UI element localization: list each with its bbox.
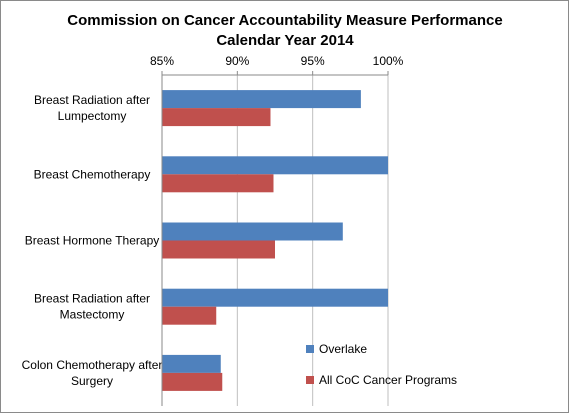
category-label: Breast Chemotherapy	[34, 167, 151, 181]
bar-all-coc-3	[162, 306, 217, 325]
tick-label: 100%	[373, 54, 404, 68]
tick-label: 85%	[150, 54, 174, 68]
bar-overlake-4	[162, 354, 221, 373]
category-label: Surgery	[71, 374, 113, 388]
bar-all-coc-0	[162, 108, 271, 127]
category-label: Mastectomy	[60, 308, 125, 322]
category-label: Lumpectomy	[58, 109, 127, 123]
category-label: Breast Radiation after	[34, 292, 150, 306]
category-label: Breast Radiation after	[34, 93, 150, 107]
category-label: Colon Chemotherapy after	[22, 358, 163, 372]
bar-all-coc-4	[162, 372, 223, 391]
bar-all-coc-2	[162, 240, 275, 259]
legend-swatch	[306, 376, 314, 384]
tick-label: 95%	[301, 54, 325, 68]
tick-label: 90%	[225, 54, 249, 68]
legend-label: Overlake	[319, 342, 367, 356]
category-label: Breast Hormone Therapy	[25, 234, 160, 248]
legend-swatch	[306, 345, 314, 353]
bar-overlake-2	[162, 222, 343, 241]
bar-overlake-3	[162, 288, 388, 307]
bar-all-coc-1	[162, 174, 274, 193]
legend-label: All CoC Cancer Programs	[319, 373, 457, 387]
bar-overlake-0	[162, 90, 361, 109]
chart-title-line: Calendar Year 2014	[216, 32, 354, 49]
bar-overlake-1	[162, 156, 388, 175]
chart-title-line: Commission on Cancer Accountability Meas…	[67, 12, 502, 29]
